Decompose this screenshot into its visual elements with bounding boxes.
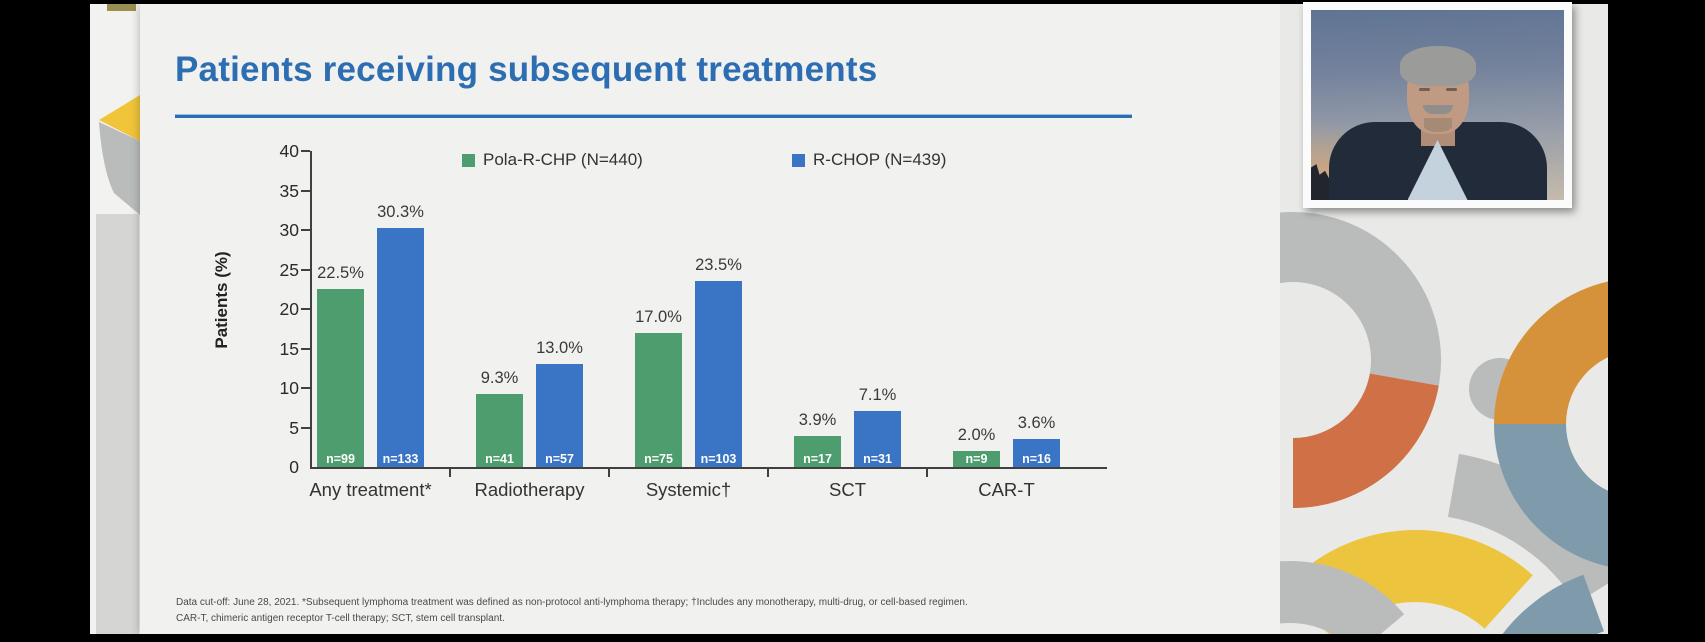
decor-left-strip [96,214,139,634]
y-tick-mark [301,150,310,152]
y-tick-mark [301,189,310,192]
decor-arc-gray-top [1280,212,1441,386]
y-tick-label: 35 [279,180,299,201]
bar-value-label: 17.0% [635,307,682,326]
legend-item-pola-r-chp: Pola-R-CHP (N=440) [462,150,643,170]
speaker-hair [1399,46,1476,86]
presentation-area: Patients receiving subsequent treatments… [90,2,1608,634]
decor-ring-pattern [1280,212,1608,634]
legend-label: R-CHOP (N=439) [813,150,947,169]
bar-value-label: 3.6% [1017,413,1056,432]
y-tick-mark [301,308,310,310]
bar-value-label: 7.1% [858,385,897,404]
bar: 7.1% n=31 [854,386,901,467]
bar: 3.6% n=16 [1013,414,1060,467]
bar-n-label: n=9 [965,452,988,466]
bar: 13.0% n=57 [536,339,583,467]
bar-value-label: 9.3% [480,368,519,387]
y-axis-label: Patients (%) [212,251,231,349]
bar: 9.3% n=41 [476,369,523,467]
bar-n-label: n=99 [326,452,355,466]
bar-value-label: 13.0% [536,339,583,358]
legend-swatch-blue-icon [792,153,805,167]
bar-group: 22.5% n=99 30.3% n=133 Any treatment* [291,151,450,500]
speaker-head [1399,46,1476,134]
bar-n-label: n=31 [863,452,892,466]
bar-n-label: n=103 [700,452,737,466]
decor-left-shapes [99,95,140,215]
y-tick-mark [301,426,310,429]
bar: 22.5% n=99 [317,264,364,467]
bar-group: 9.3% n=41 13.0% n=57 Radiotherapy [450,151,609,500]
decor-yellow-wedge [99,95,140,141]
x-tick-mark [925,469,928,477]
legend-item-r-chop: R-CHOP (N=439) [792,150,946,170]
title-underline [175,114,1132,118]
decor-arc-blue [1494,422,1608,567]
category-label: Radiotherapy [474,479,585,500]
legend-swatch-green-icon [462,153,475,167]
bar: 23.5% n=103 [695,256,742,467]
x-tick-mark [448,469,451,477]
bar-value-label: 22.5% [317,264,364,283]
footnote-line-1: Data cut-off: June 28, 2021. *Subsequent… [176,597,968,608]
bar-group: 2.0% n=9 3.6% n=16 CAR-T [927,151,1086,500]
bar-group: 3.9% n=17 7.1% n=31 SCT [768,151,927,500]
bar-value-label: 3.9% [798,411,837,430]
speaker-mustache [1422,105,1453,114]
decor-gray-wedge [99,122,140,215]
category-label: Any treatment* [309,479,432,500]
speaker-goatee [1423,118,1452,132]
bar: 2.0% n=9 [953,426,1000,467]
y-tick-mark [301,347,310,350]
y-tick-label: 0 [289,457,299,477]
bar: 3.9% n=17 [794,411,841,467]
bar-n-label: n=75 [644,452,673,466]
y-tick-label: 25 [279,259,299,280]
bar-n-label: n=133 [382,452,419,466]
decor-olive-square [107,4,136,11]
plot-area: 0 5 10 15 20 25 30 35 40 22.5% n=99 30.3% n=133 Any t… [280,141,1107,500]
y-tick-mark [301,229,310,231]
legend-label: Pola-R-CHP (N=440) [483,150,643,169]
bar-value-label: 23.5% [695,256,742,275]
decor-arc-amber [1494,281,1608,426]
y-tick-label: 20 [279,299,299,319]
decor-arc-blue-bottom [1502,574,1605,634]
category-label: CAR-T [978,479,1035,500]
y-tick-label: 5 [289,417,299,438]
x-tick-mark [607,469,610,477]
bar-group: 17.0% n=75 23.5% n=103 Systemic† [609,151,768,500]
category-label: Systemic† [645,479,732,500]
x-tick-mark [766,469,769,477]
speaker-eyebrow [1445,88,1457,91]
bar-value-label: 2.0% [957,426,996,445]
y-tick-label: 10 [279,378,299,398]
y-tick-label: 40 [279,141,299,161]
bar-n-label: n=41 [485,452,514,466]
category-label: SCT [829,479,866,500]
bar-value-label: 30.3% [377,202,424,221]
webcam-video [1311,10,1564,200]
y-tick-mark [301,387,310,389]
y-tick-label: 15 [279,338,299,359]
webcam-frame [1303,2,1572,208]
slide: Patients receiving subsequent treatments… [140,4,1280,634]
bar-n-label: n=17 [803,452,832,466]
bar-n-label: n=16 [1022,452,1051,466]
y-tick-mark [301,268,310,271]
decor-arc-gray-bottom [1280,560,1405,634]
footnote-line-2: CAR-T, chimeric antigen receptor T-cell … [176,612,505,624]
bar-n-label: n=57 [545,452,574,466]
bar: 30.3% n=133 [377,203,424,467]
decor-arc-orange [1291,372,1439,508]
bar: 17.0% n=75 [635,308,682,467]
speaker-eyebrow [1418,88,1430,91]
slide-footnote: Data cut-off: June 28, 2021. *Subsequent… [176,595,1116,626]
slide-title: Patients receiving subsequent treatments [175,50,878,89]
y-tick-label: 30 [279,220,299,240]
